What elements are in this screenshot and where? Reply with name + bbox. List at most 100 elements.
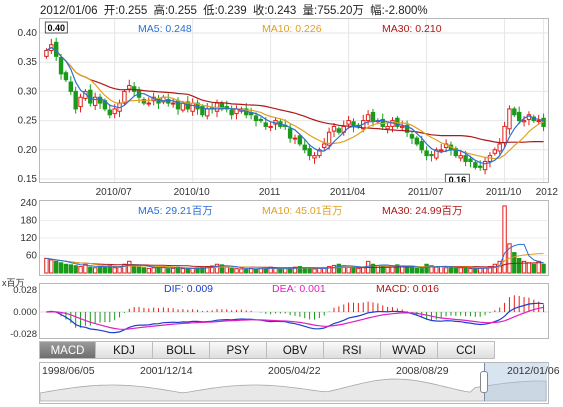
volume-bar: [502, 205, 507, 274]
volume-bar: [151, 267, 156, 274]
vol-ma10-label: MA10: 45.01百万: [262, 205, 343, 217]
candle-body: [536, 120, 541, 123]
volume-bar: [521, 260, 527, 274]
timeline-date-5: 2012/01/06: [507, 365, 560, 377]
volume-bar: [185, 268, 190, 274]
candle-body: [263, 122, 268, 127]
candle-body: [473, 162, 478, 168]
volume-bar: [170, 267, 176, 274]
quote-change: 幅:-2.800%: [370, 5, 428, 17]
volume-bar: [278, 268, 283, 274]
price-chart-panel[interactable]: 0.40 0.16 MA5: 0.248 MA10: 0.226 MA30: 0.…: [39, 18, 549, 183]
ma5-label: MA5: 0.248: [138, 23, 192, 35]
volume-bar: [439, 266, 444, 274]
volume-bar: [477, 267, 483, 274]
volume-bar: [370, 263, 376, 274]
volume-bar: [117, 266, 122, 274]
max-price-marker: 0.40: [48, 23, 66, 33]
quote-header: 2012/01/06 开:0.255 高:0.255 低:0.239 收:0.2…: [40, 2, 431, 18]
quote-low: 低:0.239: [203, 5, 247, 17]
volume-bar: [292, 266, 298, 274]
candle-body: [434, 149, 439, 159]
candle-body: [307, 148, 312, 157]
tab-obv[interactable]: OBV: [267, 341, 324, 359]
max-price-marker-box: [44, 21, 68, 34]
volume-bar: [336, 263, 342, 274]
candle-body: [141, 99, 147, 104]
candle-body: [458, 155, 463, 159]
volume-bar: [68, 264, 74, 274]
tab-boll[interactable]: BOLL: [153, 341, 210, 359]
dif-line: [46, 302, 544, 334]
volume-bar: [516, 257, 522, 274]
timeline-history-area: [40, 378, 547, 402]
tab-macd[interactable]: MACD: [39, 341, 96, 359]
volume-bar: [473, 268, 478, 274]
candle-body: [326, 131, 332, 146]
volume-bar: [453, 267, 459, 274]
volume-bar: [541, 263, 546, 274]
timeline-navigator[interactable]: 1998/06/05 2001/12/14 2005/04/22 2008/08…: [39, 362, 560, 404]
volume-bar: [234, 268, 239, 274]
macd-y-axis: 0.028 0.000 -0.028: [10, 285, 37, 340]
volume-bar: [136, 266, 142, 274]
price-x-axis: 2010/07 2010/10 2011 2011/04 2011/07 2011/10 2…: [96, 187, 559, 198]
macd-y-tick: 0.028: [13, 285, 37, 296]
volume-y-axis: 240 180 120 60: [20, 198, 37, 262]
candle-body: [44, 50, 49, 57]
price-y-tick: 0.25: [18, 116, 38, 127]
price-y-tick: 0.40: [18, 28, 38, 39]
candle-body: [200, 106, 205, 116]
quote-close: 收:0.243: [252, 5, 297, 17]
candle-body: [170, 102, 176, 105]
tab-kdj[interactable]: KDJ: [96, 341, 153, 359]
candle-body: [414, 137, 420, 145]
candle-body: [127, 85, 132, 90]
volume-bar: [107, 264, 113, 274]
price-x-tick: 2011/07: [408, 187, 444, 198]
tab-psy[interactable]: PSY: [210, 341, 267, 359]
candle-body: [516, 111, 522, 122]
volume-bar: [131, 265, 137, 274]
volume-chart-panel[interactable]: MA5: 29.21百万 MA10: 45.01百万 MA30: 24.99百万: [39, 200, 549, 276]
candle-body: [258, 118, 264, 122]
candle-body: [404, 124, 410, 133]
tab-cci[interactable]: CCI: [438, 341, 495, 359]
macd-chart-panel[interactable]: DIF: 0.009 DEA: 0.001 MACD: 0.016: [39, 283, 549, 339]
volume-bar: [253, 268, 259, 274]
price-x-tick: 2010/07: [96, 187, 133, 198]
volume-bar: [351, 267, 356, 274]
candle-body: [497, 143, 502, 152]
candle-body: [336, 128, 342, 133]
ma10-label: MA10: 0.226: [262, 23, 322, 35]
candle-body: [512, 108, 517, 116]
price-x-tick: 2011: [259, 187, 281, 198]
quote-high: 高:0.255: [153, 5, 197, 17]
tab-wvad[interactable]: WVAD: [381, 341, 438, 359]
candle-body: [317, 149, 322, 157]
candle-body: [78, 96, 83, 108]
dea-label: DEA: 0.001: [272, 283, 326, 295]
candle-body: [92, 96, 98, 106]
tab-rsi[interactable]: RSI: [324, 341, 381, 359]
candle-body: [292, 137, 298, 140]
candle-body: [322, 143, 327, 148]
candle-body: [365, 114, 371, 122]
volume-bar: [380, 266, 385, 274]
candle-body: [419, 141, 424, 151]
volume-bar: [180, 268, 186, 274]
volume-bar: [375, 265, 381, 274]
quote-open: 开:0.255: [103, 5, 148, 17]
volume-bar: [526, 262, 532, 274]
timeline-selection-window[interactable]: 2012/01/06: [484, 363, 560, 401]
macd-y-tick: -0.028: [10, 329, 37, 340]
timeline-left-handle[interactable]: [480, 371, 488, 393]
volume-bar: [356, 267, 361, 274]
volume-bar: [307, 268, 312, 274]
candle-body: [331, 125, 337, 132]
volume-bar: [244, 269, 249, 274]
candle-body: [370, 111, 376, 122]
candle-body: [409, 134, 415, 139]
volume-bar: [317, 267, 322, 274]
candle-body: [424, 150, 429, 157]
